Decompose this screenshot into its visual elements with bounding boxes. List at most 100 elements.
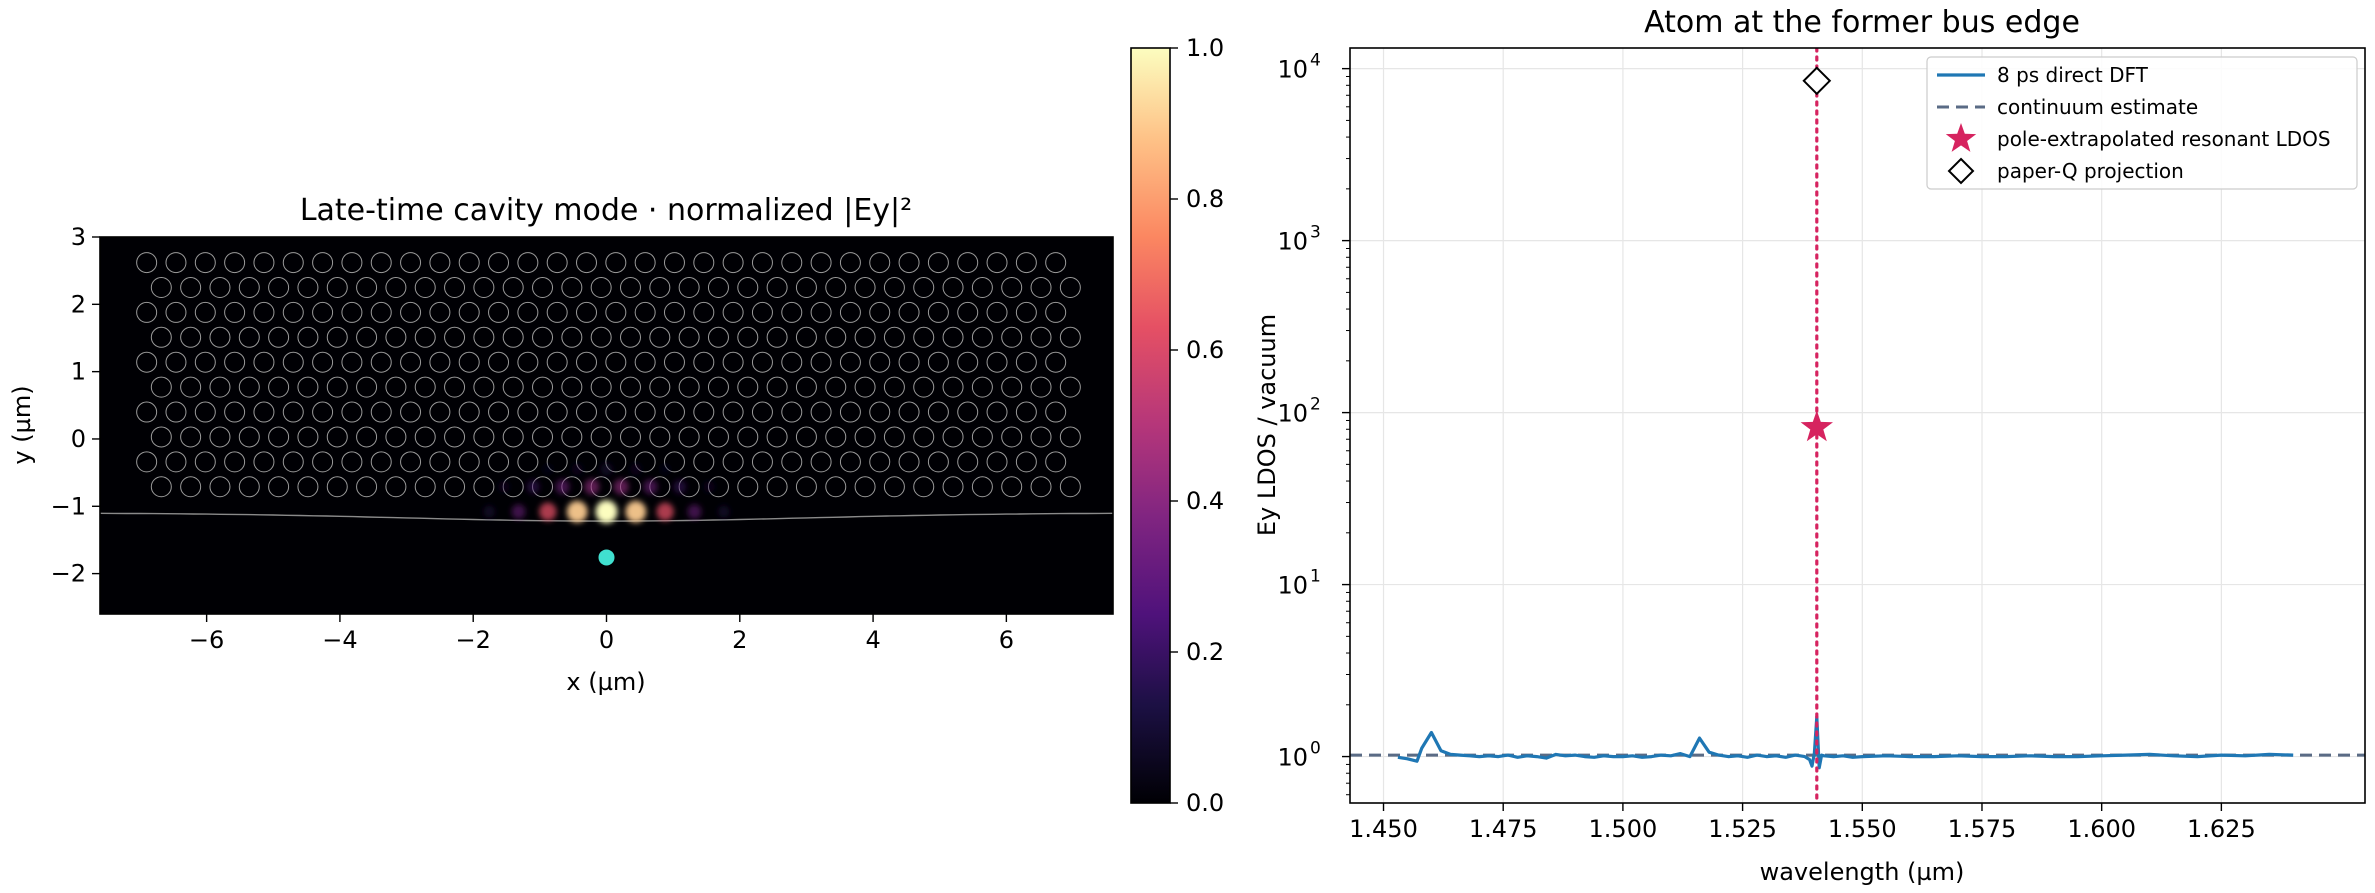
- lattice-hole: [356, 476, 378, 498]
- lattice-hole: [1045, 401, 1067, 423]
- lattice-hole: [722, 451, 744, 473]
- mode-intensity-spot: [600, 463, 613, 476]
- lattice-hole: [224, 301, 246, 323]
- colorbar-ticks: 0.0 0.2 0.4 0.6 0.8 1.0: [1170, 34, 1224, 817]
- photonic-crystal-lattice: [136, 252, 1081, 498]
- lattice-hole: [297, 376, 319, 398]
- lattice-hole: [282, 301, 304, 323]
- lattice-hole: [532, 376, 554, 398]
- lattice-hole: [913, 276, 935, 298]
- lattice-hole: [297, 476, 319, 498]
- lattice-hole: [825, 426, 847, 448]
- lattice-hole: [136, 301, 158, 323]
- lattice-hole: [693, 252, 715, 274]
- legend-label: paper-Q projection: [1997, 159, 2184, 183]
- lattice-hole: [312, 252, 334, 274]
- lattice-hole: [825, 326, 847, 348]
- lattice-hole: [971, 276, 993, 298]
- lattice-hole: [546, 301, 568, 323]
- lattice-hole: [898, 401, 920, 423]
- lattice-hole: [737, 276, 759, 298]
- lattice-hole: [781, 451, 803, 473]
- lattice-hole: [1045, 451, 1067, 473]
- spectrum-legend: 8 ps direct DFT continuum estimate pole-ex…: [1926, 56, 2358, 190]
- lattice-hole: [1015, 351, 1037, 373]
- lattice-hole: [546, 351, 568, 373]
- lattice-hole: [737, 376, 759, 398]
- lattice-hole: [238, 276, 260, 298]
- map-x-ticks: −6 −4 −2 0 2 4 6: [189, 614, 1014, 654]
- lattice-hole: [590, 376, 612, 398]
- spectrum-y-tick-exponent: 0: [1310, 739, 1321, 759]
- lattice-hole: [854, 276, 876, 298]
- lattice-hole: [517, 301, 539, 323]
- lattice-hole: [238, 376, 260, 398]
- lattice-hole: [282, 451, 304, 473]
- lattice-hole: [502, 376, 524, 398]
- legend-label: pole-extrapolated resonant LDOS: [1997, 127, 2331, 151]
- lattice-hole: [312, 401, 334, 423]
- mode-intensity-spot: [703, 480, 715, 493]
- lattice-hole: [561, 276, 583, 298]
- lattice-hole: [1015, 401, 1037, 423]
- lattice-hole: [1045, 351, 1067, 373]
- lattice-hole: [986, 401, 1008, 423]
- lattice-hole: [194, 301, 216, 323]
- map-y-axis-label: y (µm): [8, 385, 36, 464]
- lattice-hole: [282, 401, 304, 423]
- lattice-hole: [400, 401, 422, 423]
- mode-intensity-spot: [613, 478, 629, 495]
- spectrum-x-tick-label: 1.475: [1469, 815, 1538, 843]
- lattice-hole: [678, 426, 700, 448]
- lattice-hole: [341, 301, 363, 323]
- lattice-hole: [619, 326, 641, 348]
- lattice-hole: [473, 326, 495, 348]
- pole-resonant-ldos-marker: [1800, 410, 1833, 442]
- lattice-hole: [165, 301, 187, 323]
- map-y-tick-label: −1: [51, 492, 86, 520]
- lattice-hole: [532, 426, 554, 448]
- mode-intensity-spot: [511, 504, 526, 520]
- lattice-hole: [927, 451, 949, 473]
- lattice-hole: [619, 426, 641, 448]
- lattice-hole: [180, 376, 202, 398]
- lattice-hole: [957, 351, 979, 373]
- spectrum-y-tick-exponent: 2: [1310, 395, 1321, 415]
- lattice-hole: [986, 451, 1008, 473]
- lattice-hole: [180, 476, 202, 498]
- lattice-hole: [253, 351, 275, 373]
- mode-intensity-spot: [595, 500, 618, 524]
- map-y-tick-label: 0: [71, 425, 86, 453]
- lattice-hole: [414, 326, 436, 348]
- map-x-tick-label: −4: [322, 626, 357, 654]
- map-y-tick-label: 3: [71, 223, 86, 251]
- lattice-hole: [282, 351, 304, 373]
- map-x-tick-label: −6: [189, 626, 224, 654]
- colorbar-tick-label: 1.0: [1186, 34, 1224, 62]
- spectrum-x-tick-label: 1.525: [1708, 815, 1777, 843]
- spectrum-y-tick-exponent: 1: [1310, 567, 1321, 587]
- lattice-hole: [268, 276, 290, 298]
- spectrum-x-tick-label: 1.500: [1589, 815, 1658, 843]
- lattice-hole: [356, 326, 378, 348]
- lattice-hole: [238, 476, 260, 498]
- lattice-hole: [238, 326, 260, 348]
- lattice-hole: [136, 451, 158, 473]
- colorbar-tick-label: 0.2: [1186, 638, 1224, 666]
- lattice-hole: [590, 326, 612, 348]
- lattice-hole: [517, 451, 539, 473]
- lattice-hole: [971, 376, 993, 398]
- spectrum-x-tick-label: 1.450: [1349, 815, 1418, 843]
- lattice-hole: [356, 276, 378, 298]
- lattice-hole: [224, 401, 246, 423]
- lattice-hole: [429, 401, 451, 423]
- mode-intensity-spot: [656, 502, 674, 521]
- lattice-hole: [634, 252, 656, 274]
- spectrum-x-tick-label: 1.575: [1948, 815, 2017, 843]
- lattice-hole: [1015, 451, 1037, 473]
- lattice-hole: [385, 276, 407, 298]
- map-y-tick-label: −2: [51, 560, 86, 588]
- lattice-hole: [634, 401, 656, 423]
- spectrum-x-ticks: 1.450 1.475 1.500 1.525 1.550 1.575 1.600 1.625: [1349, 803, 2256, 843]
- lattice-hole: [458, 252, 480, 274]
